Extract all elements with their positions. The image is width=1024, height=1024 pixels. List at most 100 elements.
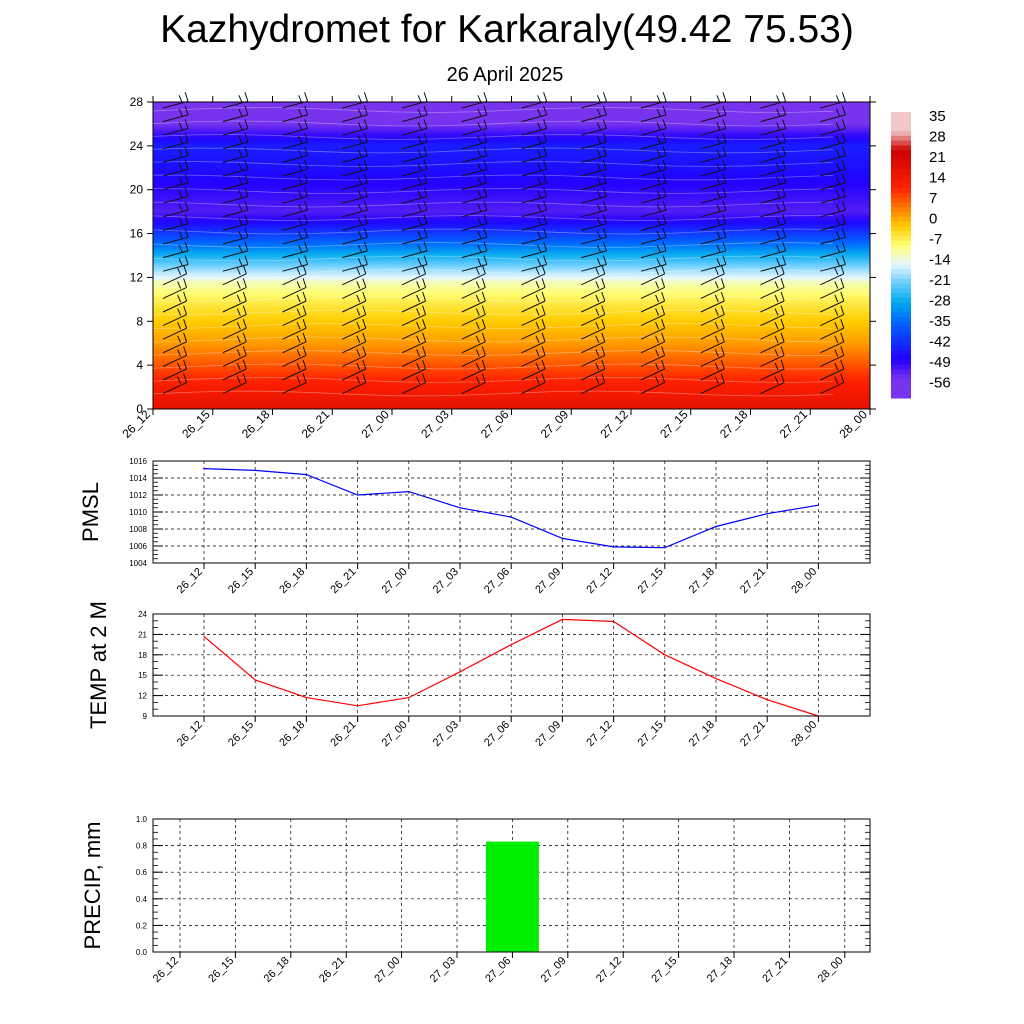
wind-barb [581,173,607,191]
panel-x-tick-label: 27_15 [636,719,666,749]
wind-barb [222,105,249,123]
colorbar-label: 35 [929,108,946,125]
panel-frame [152,460,871,564]
wind-barb [521,200,548,218]
wind-barb [700,132,727,150]
wind-barb [162,305,188,327]
contour-line [152,134,834,140]
colorbar-band [891,121,911,127]
wind-barb [820,173,846,191]
wind-barb [521,173,548,191]
wind-barb [162,319,188,340]
panel-y-axis-title: PRECIP, mm [80,822,105,950]
colorbar-label: -14 [929,252,951,269]
colorbar-band [891,364,911,370]
heatmap-x-tick-label: 27_03 [418,407,452,441]
data-point [305,697,307,699]
panel-x-tick-label: 28_00 [789,719,819,749]
wind-barb [820,346,845,367]
wind-barb [521,373,546,395]
wind-barb [760,305,785,327]
wind-barb [760,214,787,231]
contour-line [152,282,834,289]
colorbar-band [891,116,911,123]
data-point [305,474,307,476]
wind-barb [401,278,427,299]
wind-barb [820,278,845,299]
data-point [715,525,717,528]
wind-barb [760,373,785,395]
contour-line [152,255,834,262]
data-point [561,537,564,540]
wind-barb [282,187,309,204]
wind-barb [521,119,548,136]
heatmap-x-tick-label: 27_18 [717,407,751,441]
heatmap-y-tick-label: 16 [130,227,144,241]
data-point [254,679,256,681]
heatmap-x-tick-label: 27_12 [597,407,631,441]
wind-barb [581,187,607,204]
colorbar-band [891,316,911,323]
panel-x-tick-label: 28_00 [816,955,846,985]
wind-barb [461,264,486,286]
wind-barb [401,359,427,381]
wind-barb [760,200,787,218]
wind-barb [640,200,667,218]
colorbar-band [891,307,911,313]
colorbar-band [891,388,911,394]
panel-x-tick-label: 26_15 [206,955,236,985]
panel-y-tick-label: 1008 [129,525,147,534]
wind-barb [401,119,428,136]
panel-x-tick-label: 26_18 [262,955,292,985]
wind-barb [342,200,368,218]
wind-barb [640,373,666,395]
colorbar-band [891,255,911,261]
colorbar-band [891,269,911,275]
panel-y-tick-label: 12 [138,692,147,701]
wind-barb [581,119,607,136]
colorbar-band [891,259,911,266]
wind-barb [700,278,725,299]
colorbar-band [891,326,911,332]
wind-barb [581,264,606,286]
wind-barb [162,359,188,381]
colorbar-band [891,216,911,223]
wind-barb [461,146,488,163]
wind-barb [342,332,367,354]
data-point [613,546,615,548]
data-point [459,671,461,673]
wind-barb [700,105,727,123]
panel-x-tick-label: 27_21 [738,719,768,749]
heatmap-x-tick-label: 26_21 [299,407,333,441]
wind-barb [581,146,607,163]
data-point [510,516,512,518]
panel-y-axis-title: TEMP at 2 M [86,601,111,729]
heatmap-x-tick-label: 26_15 [179,407,213,441]
colorbar-band [891,274,911,280]
colorbar-label: -28 [929,293,951,310]
data-point [766,699,768,701]
panel-x-tick-label: 26_15 [226,719,256,749]
wind-barb [342,119,368,136]
contour-line [152,269,834,275]
wind-barb [222,119,249,136]
colorbar-band [891,202,911,208]
data-point [459,507,461,509]
wind-barb [162,200,189,218]
wind-barb [760,132,787,150]
wind-barb [521,278,546,299]
wind-barb [342,278,367,299]
wind-barb [461,187,488,204]
colorbar-band [891,378,911,385]
wind-barb [760,278,785,299]
wind-barb [521,291,546,313]
wind-barb [342,187,368,204]
wind-barb [640,346,666,367]
wind-barb [342,105,368,123]
data-point [766,513,768,515]
data-point [203,635,205,638]
wind-barb [700,346,725,367]
wind-barb [222,228,249,245]
wind-barb [581,214,607,231]
colorbar-label: -7 [929,231,942,248]
